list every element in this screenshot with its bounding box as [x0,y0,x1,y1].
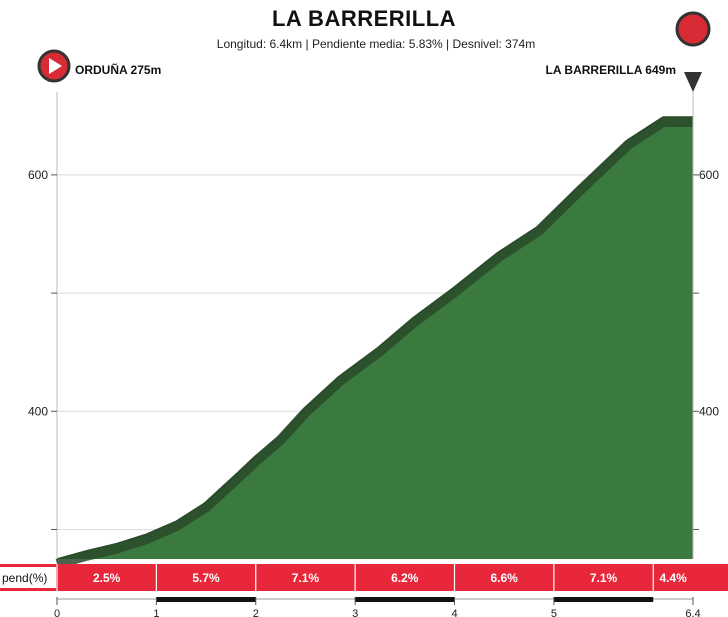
summit-pin-tail-icon [684,72,702,92]
segment-gradient-label: 7.1% [590,571,618,585]
profile-area [57,117,693,559]
end-label: LA BARRERILLA 649m [546,63,676,77]
y-tick-label-left: 400 [28,404,48,418]
end-marker: 2 LA BARRERILLA 649m [546,11,711,92]
x-tick-label: 4 [451,608,457,617]
chart-subtitle: Longitud: 6.4km | Pendiente media: 5.83%… [216,37,536,51]
segment-gradient-label: 6.6% [491,571,519,585]
x-tick-label: 5 [551,608,557,617]
segment-gradient-label: 2.5% [93,571,121,585]
start-marker: ORDUÑA 275m [37,49,161,83]
category-label: 2 [687,48,692,58]
chart-title: LA BARRERILLA [271,6,457,31]
x-tick-label: 0 [54,608,60,617]
km-scale-bar [156,597,256,602]
segment-gradient-label: 5.7% [192,571,220,585]
y-tick-label-right: 600 [699,168,719,182]
y-tick-label-right: 400 [699,404,719,418]
gradient-title: pend(%) [2,571,47,585]
start-label: ORDUÑA 275m [75,62,161,77]
segment-gradient-label: 7.1% [292,571,320,585]
summit-pin-icon [675,11,711,47]
km-scale-bar [355,597,455,602]
gradient-band [0,564,728,591]
profile-edge [55,117,693,569]
profile-line [56,116,693,560]
x-tick-label: 1 [153,608,159,617]
x-tick-label: 3 [352,608,358,617]
play-arrow-icon [49,58,62,74]
gradient-title-box [0,567,56,588]
y-tick-label-left: 600 [28,168,48,182]
x-tick-label: 6.4 [685,608,700,617]
x-tick-label: 2 [253,608,259,617]
segment-gradient-label: 6.2% [391,571,419,585]
segment-gradient-label: 4.4% [659,571,687,585]
km-scale-bar [553,597,654,602]
mountain-icon [682,56,705,68]
